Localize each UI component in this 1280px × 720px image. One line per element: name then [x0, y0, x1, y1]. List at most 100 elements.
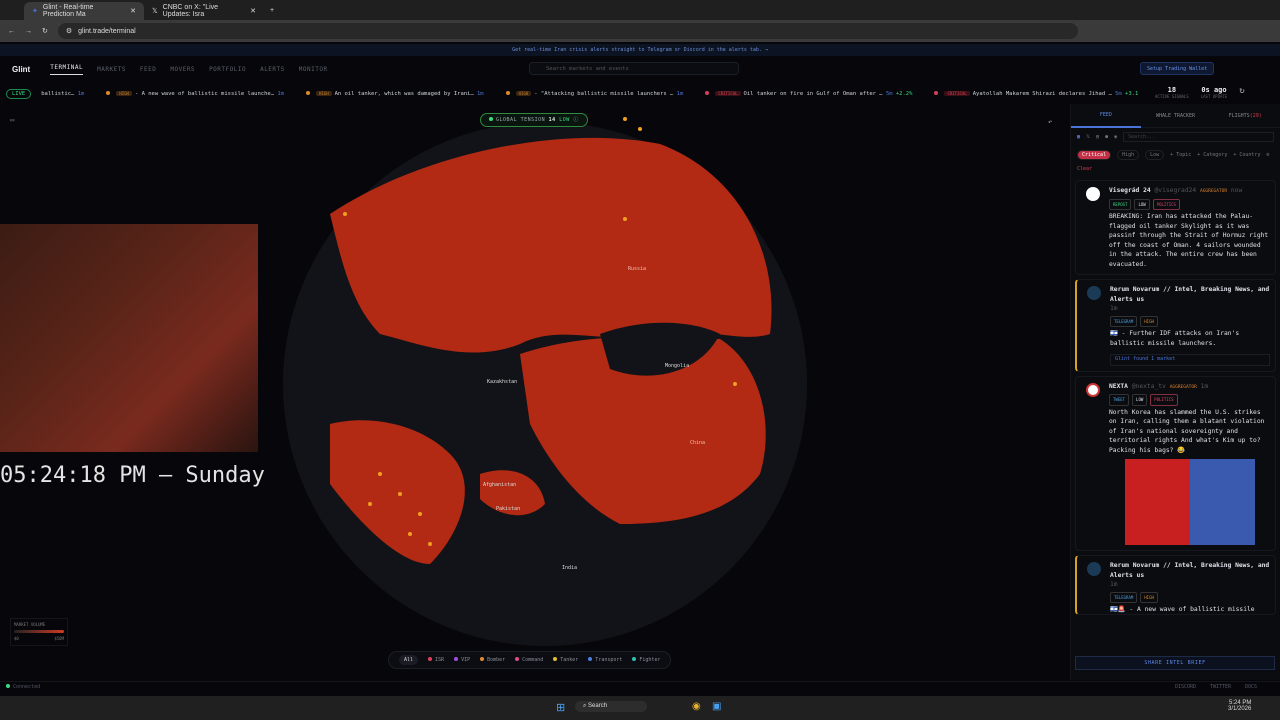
nav-portfolio[interactable]: PORTFOLIO — [209, 65, 247, 73]
global-tension-badge[interactable]: GLOBAL TENSION 14 LOW ⓘ — [480, 113, 588, 127]
chrome-icon[interactable]: ◉ — [692, 701, 701, 712]
nav-monitor[interactable]: MONITOR — [298, 65, 328, 73]
news-ticker: LIVE ballistic… 1m HIGH - A new wave of b… — [0, 86, 1180, 102]
map-label-pakistan: Pakistan — [496, 506, 520, 512]
ticker-item[interactable]: CRITICAL Oil tanker on fire in Gulf of Om… — [705, 91, 912, 97]
tab-feed[interactable]: FEED — [1071, 104, 1141, 128]
nav-feed[interactable]: FEED — [139, 65, 157, 73]
filter-isr[interactable]: ISR — [428, 657, 444, 663]
region-china — [520, 336, 766, 524]
market-link[interactable]: Glint found 1 market — [1110, 354, 1270, 366]
ticker-item[interactable]: HIGH An oil tanker, which was damaged by … — [305, 91, 484, 97]
map-label-afghanistan: Afghanistan — [483, 482, 516, 488]
filter-low[interactable]: Low — [1145, 150, 1165, 160]
feed-search-input[interactable]: Search... — [1123, 132, 1274, 142]
x-logo-icon: 𝕏 — [152, 8, 158, 15]
filter-all[interactable]: All — [399, 655, 419, 665]
tab-glint[interactable]: ✦ Glint - Real-time Prediction Ma ✕ — [24, 2, 144, 20]
ticker-item[interactable]: CRITICAL Ayatollah Makarem Shirazi declar… — [934, 91, 1138, 97]
alert-banner[interactable]: Get real-time Iran crisis alerts straigh… — [0, 44, 1280, 56]
nav-markets[interactable]: MARKETS — [97, 65, 126, 73]
refresh-icon[interactable]: ↻ — [1239, 86, 1245, 96]
post-text: 🇮🇱 - Further IDF attacks on Iran's balli… — [1110, 330, 1240, 347]
filter-transport[interactable]: Transport — [588, 657, 622, 663]
nav-movers[interactable]: MOVERS — [170, 65, 196, 73]
signal-dots — [343, 117, 737, 546]
ticker-item[interactable]: HIGH - "Attacking ballistic missile launc… — [505, 91, 683, 97]
tab-whale-tracker[interactable]: WHALE TRACKER — [1155, 112, 1196, 119]
tab-cnbc[interactable]: 𝕏 CNBC on X: "Live Updates: Isra ✕ — [144, 2, 264, 20]
eye-icon[interactable]: ◉ — [1114, 134, 1118, 140]
x-source-icon[interactable]: 𝕏 — [1086, 134, 1091, 140]
feed-panel: FEED WHALE TRACKER FLIGHTS(29) ▦ 𝕏 ▤ ● ◉ Sea… — [1070, 104, 1280, 680]
top-nav: Glint TERMINAL MARKETS FEED MOVERS PORTF… — [0, 58, 1280, 80]
forward-icon[interactable]: → — [25, 27, 32, 35]
new-tab-icon[interactable]: + — [270, 6, 275, 14]
reload-icon[interactable]: ↻ — [42, 28, 48, 35]
filter-topic[interactable]: + Topic — [1170, 152, 1192, 158]
news-icon[interactable]: ▤ — [1096, 134, 1100, 140]
close-icon[interactable]: ✕ — [250, 8, 256, 15]
filter-fighter[interactable]: Fighter — [632, 657, 660, 663]
feed-post[interactable]: Rerum Novarum // Intel, Breaking News, a… — [1075, 279, 1276, 372]
reddit-icon[interactable]: ● — [1105, 134, 1109, 140]
feed-post[interactable]: Rerum Novarum // Intel, Breaking News, a… — [1075, 555, 1276, 615]
filter-high[interactable]: High — [1117, 150, 1140, 160]
url-input[interactable]: ⚙ glint.trade/terminal — [57, 23, 1078, 39]
tab-title: CNBC on X: "Live Updates: Isra — [162, 4, 219, 18]
filter-country[interactable]: + Country — [1233, 152, 1261, 158]
camera-icon[interactable]: ▭ — [10, 116, 15, 124]
ticker-item[interactable]: ballistic… 1m — [41, 91, 85, 97]
status-bar: Connected DISCORD TWITTER DOCS — [0, 681, 1280, 691]
map-label-russia: Russia — [628, 266, 646, 272]
tab-flights[interactable]: FLIGHTS(29) — [1228, 112, 1262, 119]
filter-tanker[interactable]: Tanker — [553, 657, 578, 663]
info-icon[interactable]: ⓘ — [573, 117, 579, 123]
url-text: glint.trade/terminal — [78, 27, 136, 35]
nav-terminal[interactable]: TERMINAL — [50, 64, 84, 75]
app-icon[interactable]: ▣ — [712, 701, 722, 712]
reset-view-icon[interactable]: ↶ — [1048, 118, 1053, 126]
filter-vip[interactable]: VIP — [454, 657, 470, 663]
post-text: 🇮🇱🚨 - A new wave of ballistic missile la… — [1110, 606, 1255, 613]
discord-link[interactable]: DISCORD — [1175, 684, 1197, 690]
globe-map[interactable]: Russia Kazakhstan Mongolia China Afghani… — [0, 104, 1070, 680]
back-icon[interactable]: ← — [8, 27, 15, 35]
share-intel-brief-button[interactable]: SHARE INTEL BRIEF — [1075, 656, 1275, 670]
market-volume-legend: MARKET VOLUME $0 $50M — [10, 618, 68, 646]
grid-icon[interactable]: ▦ — [1077, 134, 1081, 140]
settings-icon[interactable]: ⚙ — [1266, 152, 1270, 158]
windows-start-icon[interactable]: ⊞ — [556, 702, 566, 714]
docs-link[interactable]: DOCS — [1245, 684, 1258, 690]
filter-category[interactable]: + Category — [1197, 152, 1228, 158]
search-input[interactable]: Search markets and events — [529, 62, 739, 75]
map-label-mongolia: Mongolia — [665, 363, 689, 369]
system-clock[interactable]: 5:24 PM 3/1/2026 — [1228, 700, 1252, 712]
map-label-india: India — [562, 565, 577, 571]
clock-overlay: 05:24:18 PM – Sunday — [0, 463, 265, 488]
address-bar: ← → ↻ ⚙ glint.trade/terminal — [0, 20, 1280, 42]
filter-command[interactable]: Command — [515, 657, 543, 663]
close-icon[interactable]: ✕ — [130, 8, 136, 15]
nav-alerts[interactable]: ALERTS — [260, 65, 285, 73]
map-label-kazakhstan: Kazakhstan — [487, 379, 517, 385]
setup-wallet-button[interactable]: Setup Trading Wallet — [1140, 62, 1215, 75]
twitter-link[interactable]: TWITTER — [1210, 684, 1232, 690]
taskbar-search[interactable]: ⌕ Search — [575, 701, 648, 712]
post-text: North Korea has slammed the U.S. strikes… — [1109, 408, 1265, 454]
clear-filters[interactable]: Clear — [1077, 166, 1093, 172]
site-info-icon[interactable]: ⚙ — [65, 28, 73, 35]
glint-favicon-icon: ✦ — [32, 8, 38, 15]
flight-type-filter: All ISR VIP Bomber Command Tanker Transp… — [388, 651, 672, 669]
glint-logo[interactable]: Glint — [12, 64, 31, 74]
live-badge: LIVE — [6, 89, 32, 99]
feed-post[interactable]: NEXTA @nexta_tv AGGREGATOR 1m TWEET LOW PO… — [1075, 375, 1276, 551]
filter-bomber[interactable]: Bomber — [480, 657, 505, 663]
webcam-overlay — [0, 224, 258, 452]
tab-title: Glint - Real-time Prediction Ma — [42, 4, 94, 18]
feed-post[interactable]: Visegrád 24 @visegrad24 AGGREGATOR now R… — [1075, 180, 1276, 275]
post-image[interactable] — [1125, 459, 1255, 545]
taskbar: ⊞ ⌕ Search ◉ ▣ 5:24 PM 3/1/2026 — [0, 696, 1280, 720]
ticker-item[interactable]: HIGH - A new wave of ballistic missile la… — [106, 91, 284, 97]
filter-critical[interactable]: Critical — [1077, 150, 1112, 160]
